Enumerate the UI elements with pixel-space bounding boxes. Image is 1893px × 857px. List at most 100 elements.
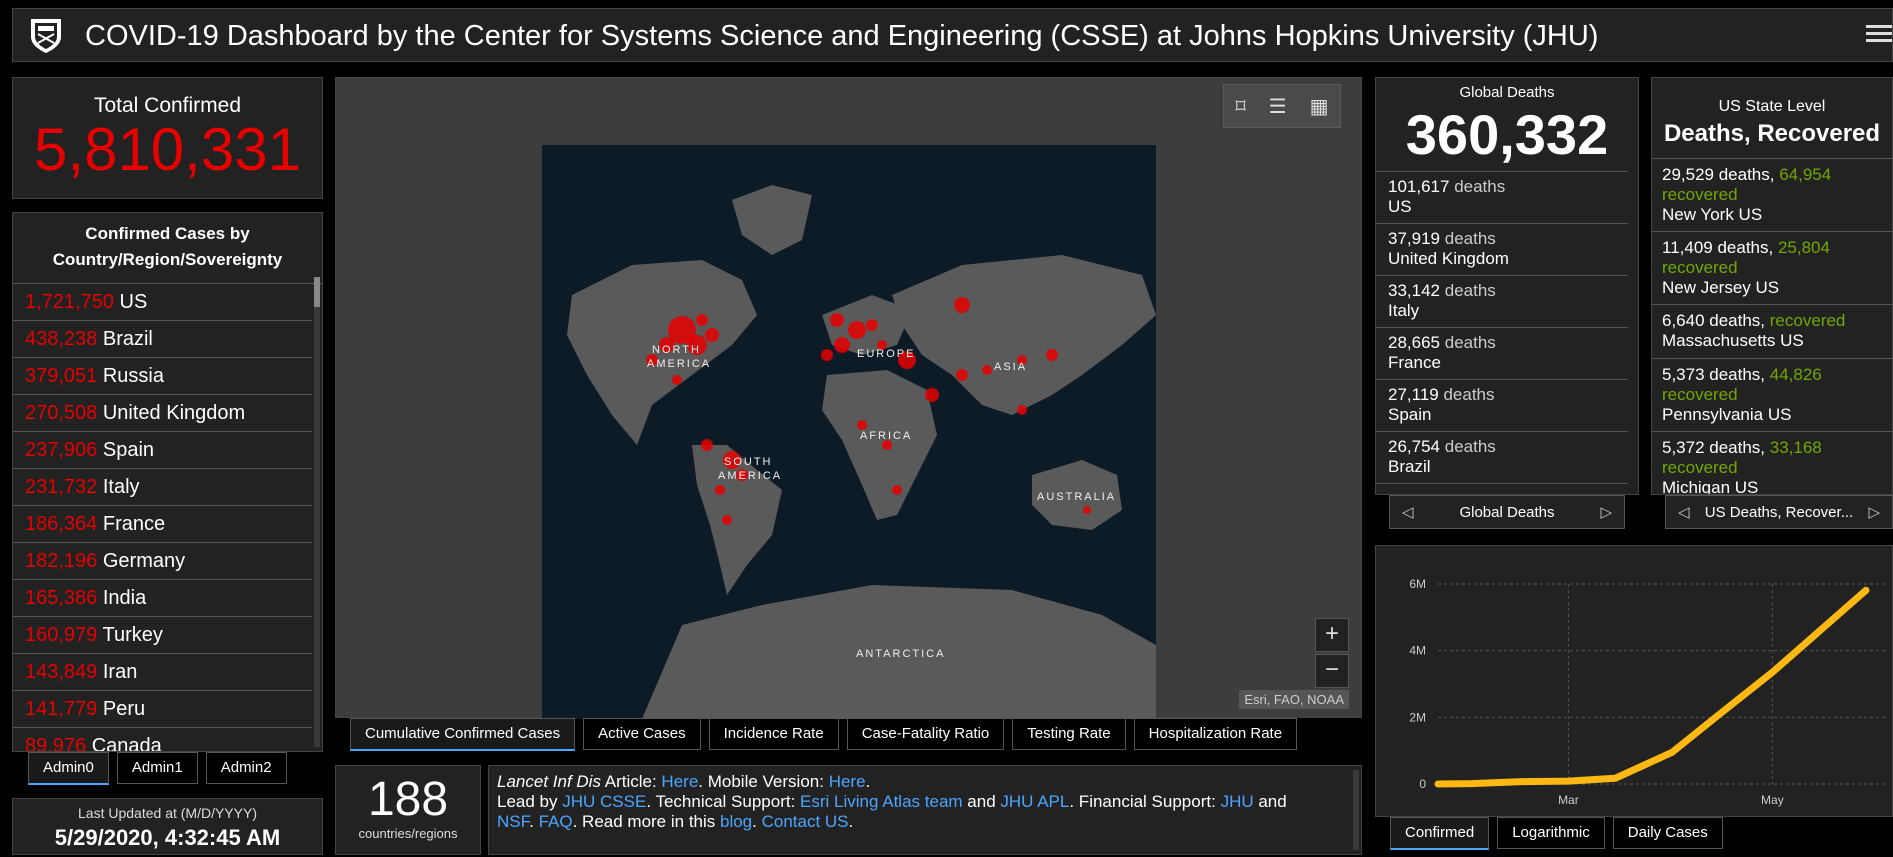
jhu-csse-link[interactable]: JHU CSSE: [562, 792, 647, 811]
us-state-list: 29,529 deaths, 64,954 recovered New York U…: [1652, 158, 1892, 494]
chevron-right-icon[interactable]: ▷: [1600, 504, 1612, 521]
map-label: AFRICA: [860, 430, 912, 442]
country-list: 1,721,750 US 438,238 Brazil 379,051 Russ…: [13, 284, 322, 751]
tab-daily-cases[interactable]: Daily Cases: [1612, 817, 1723, 849]
total-confirmed-panel: Total Confirmed 5,810,331: [12, 77, 323, 199]
global-deaths-panel: Global Deaths 360,332 101,617 deaths US 3…: [1375, 77, 1639, 495]
bookmark-icon[interactable]: ⌑: [1235, 95, 1246, 118]
list-item[interactable]: 11,409 deaths, 25,804 recovered New Jersey…: [1652, 232, 1892, 305]
jhu-link[interactable]: JHU: [1220, 792, 1254, 811]
zoom-in-button[interactable]: +: [1315, 618, 1349, 652]
nsf-link[interactable]: NSF: [497, 812, 530, 831]
faq-link[interactable]: FAQ: [538, 812, 573, 831]
map-panel[interactable]: ⌑ ☰ ▦ NORTH AMERICA EUROPE: [335, 77, 1362, 719]
map-attribution: Esri, FAO, NOAA: [1239, 690, 1349, 709]
zoom-out-button[interactable]: −: [1315, 654, 1349, 688]
us-state-pager: ◁ US Deaths, Recover... ▷: [1665, 495, 1893, 529]
list-item[interactable]: 28,665 deaths France: [1376, 328, 1628, 380]
us-state-label: US State Level: [1718, 98, 1826, 115]
tab-admin1[interactable]: Admin1: [116, 752, 198, 784]
list-item[interactable]: 89,976 Canada: [13, 728, 312, 751]
map-label: NORTH: [652, 344, 701, 356]
tab-confirmed[interactable]: Confirmed: [1390, 817, 1490, 850]
world-map[interactable]: NORTH AMERICA EUROPE ASIA AFRICA SOUTH A…: [542, 145, 1156, 719]
list-item[interactable]: 5,373 deaths, 44,826 recovered Pennsylvani…: [1652, 359, 1892, 432]
country-list-header: Confirmed Cases by Country/Region/Sovere…: [13, 213, 322, 284]
list-item[interactable]: 37,919 deaths United Kingdom: [1376, 224, 1628, 276]
tab-hospitalization-rate[interactable]: Hospitalization Rate: [1133, 718, 1298, 750]
dashboard-header: COVID-19 Dashboard by the Center for Sys…: [12, 8, 1893, 62]
country-list-scrollbar[interactable]: [314, 277, 320, 747]
list-item[interactable]: 33,142 deaths Italy: [1376, 276, 1628, 328]
list-item[interactable]: 143,849 Iran: [13, 654, 312, 691]
list-item[interactable]: 186,364 France: [13, 506, 312, 543]
global-deaths-label: Global Deaths: [1459, 84, 1555, 101]
info-scrollbar[interactable]: [1353, 770, 1359, 850]
tab-testing-rate[interactable]: Testing Rate: [1012, 718, 1126, 750]
list-item[interactable]: 141,779 Peru: [13, 691, 312, 728]
list-item[interactable]: 231,732 Italy: [13, 469, 312, 506]
global-deaths-pager: ◁ Global Deaths ▷: [1389, 495, 1625, 529]
article-link[interactable]: Here: [661, 772, 699, 791]
info-panel: Lancet Inf Dis Article: Here. Mobile Ver…: [488, 765, 1362, 855]
global-deaths-value: 360,332: [1405, 103, 1609, 166]
confirmed-chart-panel: 0 2M 4M 6M Mar May: [1375, 545, 1893, 817]
countries-count-panel: 188 countries/regions: [335, 765, 481, 855]
qr-grid-icon[interactable]: ▦: [1309, 95, 1329, 118]
y-tick-label: 4M: [1409, 644, 1426, 658]
jhu-apl-link[interactable]: JHU APL: [1000, 792, 1070, 811]
list-item[interactable]: 379,051 Russia: [13, 358, 312, 395]
tab-admin0[interactable]: Admin0: [28, 752, 109, 785]
chart-tabs: Confirmed Logarithmic Daily Cases: [1390, 817, 1723, 850]
list-item[interactable]: 165,386 India: [13, 580, 312, 617]
x-tick-label: May: [1761, 793, 1784, 807]
list-item[interactable]: 26,754 deaths Brazil: [1376, 432, 1628, 484]
map-label: AMERICA: [647, 358, 711, 370]
list-item[interactable]: 29,529 deaths, 64,954 recovered New York U…: [1652, 159, 1892, 232]
list-item[interactable]: 5,372 deaths, 33,168 recovered Michigan US: [1652, 432, 1892, 494]
map-label: EUROPE: [857, 348, 915, 360]
confirmed-line-chart[interactable]: 0 2M 4M 6M Mar May: [1376, 546, 1892, 816]
map-label: ASIA: [994, 361, 1027, 373]
tab-incidence-rate[interactable]: Incidence Rate: [708, 718, 839, 750]
hamburger-menu-icon[interactable]: [1866, 21, 1892, 49]
tab-active-cases[interactable]: Active Cases: [583, 718, 701, 750]
total-confirmed-label: Total Confirmed: [93, 94, 242, 117]
x-tick-label: Mar: [1558, 793, 1579, 807]
chevron-left-icon[interactable]: ◁: [1402, 504, 1414, 521]
tab-admin2[interactable]: Admin2: [205, 752, 287, 784]
esri-link[interactable]: Esri Living Atlas team: [800, 792, 963, 811]
map-label: SOUTH: [724, 456, 773, 468]
list-item[interactable]: 27,119 deaths Spain: [1376, 380, 1628, 432]
mobile-version-link[interactable]: Here: [828, 772, 866, 791]
tab-logarithmic[interactable]: Logarithmic: [1497, 817, 1605, 849]
list-item[interactable]: 160,979 Turkey: [13, 617, 312, 654]
info-line-3: NSF. FAQ. Read more in this blog. Contac…: [497, 812, 854, 831]
list-item[interactable]: 1,721,750 US: [13, 284, 312, 321]
confirmed-by-country-panel: Confirmed Cases by Country/Region/Sovere…: [12, 212, 323, 752]
y-tick-label: 2M: [1409, 710, 1426, 724]
jhu-shield-logo-icon: [29, 17, 63, 55]
map-label: AUSTRALIA: [1037, 491, 1116, 503]
us-state-pager-label: US Deaths, Recover...: [1704, 504, 1854, 521]
scrollbar-thumb[interactable]: [314, 277, 320, 307]
list-item[interactable]: 6,640 deaths, recovered Massachusetts US: [1652, 305, 1892, 359]
contact-link[interactable]: Contact US: [761, 812, 849, 831]
last-updated-value: 5/29/2020, 4:32:45 AM: [54, 825, 281, 850]
tab-cumulative-confirmed[interactable]: Cumulative Confirmed Cases: [350, 718, 576, 751]
y-tick-label: 0: [1419, 777, 1426, 791]
list-item[interactable]: 438,238 Brazil: [13, 321, 312, 358]
list-item[interactable]: 237,906 Spain: [13, 432, 312, 469]
list-item[interactable]: 182,196 Germany: [13, 543, 312, 580]
chevron-right-icon[interactable]: ▷: [1868, 504, 1880, 521]
case-bubbles: [646, 297, 1091, 525]
list-item[interactable]: 270,508 United Kingdom: [13, 395, 312, 432]
global-deaths-list: 101,617 deaths US 37,919 deaths United Kin…: [1376, 171, 1628, 484]
list-icon[interactable]: ☰: [1268, 95, 1287, 118]
last-updated-panel: Last Updated at (M/D/YYYY) 5/29/2020, 4:…: [12, 798, 323, 855]
chevron-left-icon[interactable]: ◁: [1678, 504, 1690, 521]
map-toolbar: ⌑ ☰ ▦: [1223, 84, 1341, 128]
tab-case-fatality-ratio[interactable]: Case-Fatality Ratio: [846, 718, 1005, 750]
list-item[interactable]: 101,617 deaths US: [1376, 172, 1628, 224]
blog-link[interactable]: blog: [720, 812, 753, 831]
